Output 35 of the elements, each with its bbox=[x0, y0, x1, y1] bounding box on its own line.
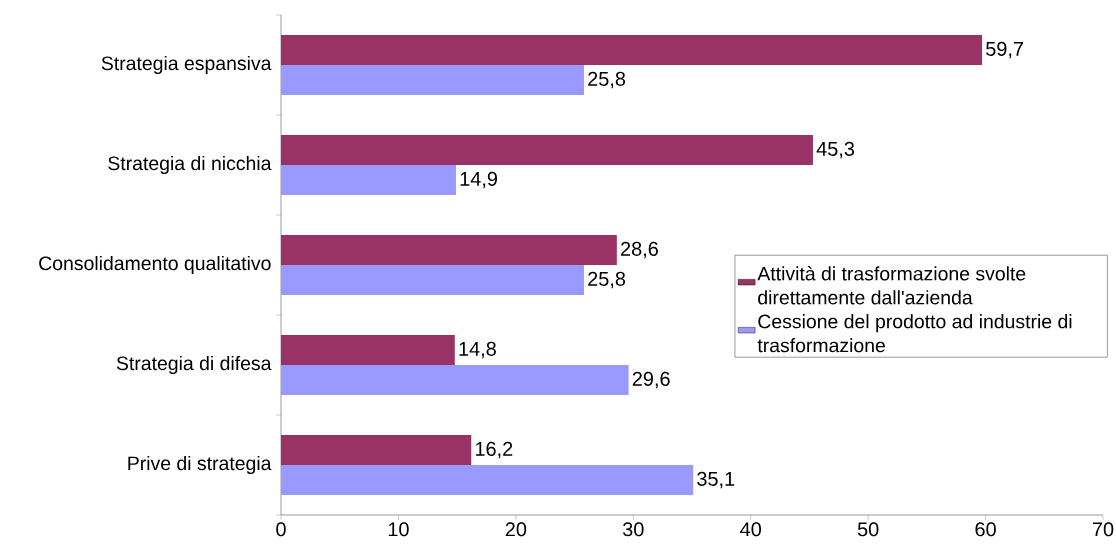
x-tick-label: 70 bbox=[1092, 522, 1114, 537]
legend-label: Cessione del prodotto ad industrie di trasformazione bbox=[757, 314, 1072, 353]
y-tick-label: Strategia di nicchia bbox=[108, 155, 272, 175]
x-tick-label: 50 bbox=[857, 522, 879, 537]
data-label: 35,1 bbox=[697, 471, 735, 489]
legend-label: Attività di trasformazione svolte direttamente dall'azienda bbox=[757, 266, 1026, 305]
data-label: 14,8 bbox=[459, 341, 496, 359]
bar bbox=[281, 365, 629, 396]
x-tick-label: 30 bbox=[622, 522, 644, 537]
bar bbox=[281, 435, 472, 466]
y-tick-label: Prive di strategia bbox=[128, 455, 272, 475]
bar bbox=[281, 135, 813, 166]
bar bbox=[281, 235, 617, 266]
bar bbox=[281, 335, 455, 366]
data-label: 29,6 bbox=[632, 371, 670, 389]
bar bbox=[281, 465, 694, 496]
x-tick-label: 40 bbox=[740, 522, 762, 537]
y-tick-label: Strategia espansiva bbox=[101, 55, 272, 75]
x-tick-label: 10 bbox=[388, 522, 409, 537]
y-tick-label: Consolidamento qualitativo bbox=[39, 255, 271, 275]
bar bbox=[281, 265, 584, 296]
x-tick-label: 60 bbox=[975, 522, 996, 537]
bar bbox=[281, 165, 456, 196]
data-label: 59,7 bbox=[986, 41, 1024, 59]
bar bbox=[281, 35, 983, 66]
x-tick-label: 0 bbox=[276, 522, 286, 537]
data-label: 14,9 bbox=[460, 171, 498, 189]
x-tick-label: 20 bbox=[505, 522, 527, 537]
data-label: 45,3 bbox=[816, 141, 855, 159]
data-label: 16,2 bbox=[475, 441, 513, 459]
bar bbox=[281, 65, 584, 96]
data-label: 25,8 bbox=[588, 71, 626, 89]
data-label: 25,8 bbox=[588, 271, 626, 289]
y-tick-label: Strategia di difesa bbox=[116, 355, 272, 375]
data-label: 28,6 bbox=[621, 241, 658, 259]
